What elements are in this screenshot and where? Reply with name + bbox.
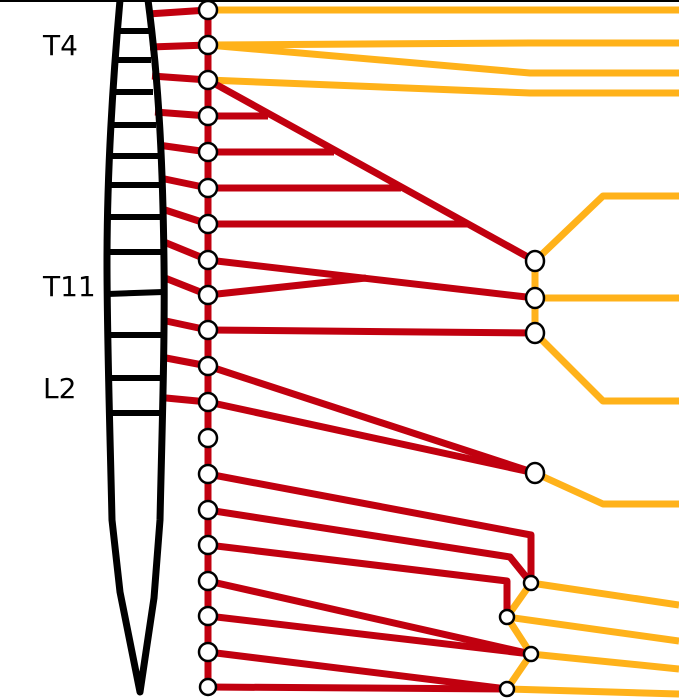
- chain-ganglion: [197, 105, 219, 127]
- pre-fiber: [207, 274, 367, 299]
- pelvic-ganglion: [498, 608, 516, 626]
- pelvic-ganglion: [498, 680, 516, 698]
- chain-ganglion: [197, 141, 219, 163]
- chain-ganglion: [197, 69, 219, 91]
- post-fiber: [532, 192, 679, 264]
- chain-ganglion: [197, 249, 219, 271]
- postganglionic-fibers: [207, 6, 679, 698]
- pelvic-ganglion: [522, 645, 540, 663]
- collateral-ganglion: [524, 321, 546, 345]
- chain-ganglion: [197, 284, 219, 306]
- ganglia: [197, 0, 546, 698]
- pre-fiber: [207, 256, 536, 302]
- chain-ganglion: [197, 0, 219, 21]
- pre-fiber: [207, 326, 536, 337]
- collateral-ganglion: [524, 249, 546, 273]
- post-fiber: [207, 41, 679, 77]
- pre-fiber: [207, 470, 535, 583]
- post-fiber: [503, 580, 535, 691]
- label-l2: L2: [43, 372, 76, 405]
- collateral-ganglion: [524, 461, 546, 485]
- preganglionic-fibers: [147, 6, 537, 693]
- chain-ganglion: [197, 427, 219, 449]
- pre-fiber: [206, 76, 537, 265]
- pre-fiber: [207, 398, 536, 477]
- post-fiber: [530, 579, 679, 609]
- chain-ganglion: [197, 641, 219, 663]
- chain-ganglion: [197, 605, 219, 627]
- post-fiber: [533, 469, 679, 508]
- chain-ganglion: [197, 34, 219, 56]
- pre-fiber: [207, 506, 534, 586]
- pre-fiber: [206, 362, 537, 477]
- pre-fiber: [207, 648, 508, 693]
- spinal-cord-outline: [103, 0, 168, 696]
- chain-ganglion: [197, 355, 219, 377]
- pre-fiber: [207, 683, 508, 693]
- pre-fiber: [207, 577, 532, 658]
- pre-fiber: [207, 541, 511, 617]
- label-t11: T11: [42, 270, 96, 303]
- chain-ganglion: [198, 677, 218, 697]
- post-fiber: [530, 650, 679, 673]
- spinal-cord: [103, 0, 168, 696]
- chain-ganglion: [197, 177, 219, 199]
- chain-ganglion: [197, 570, 219, 592]
- chain-ganglion: [197, 499, 219, 521]
- chain-ganglion: [197, 391, 219, 413]
- post-fiber: [532, 330, 679, 405]
- collateral-ganglion: [524, 286, 546, 310]
- post-fiber: [207, 76, 679, 97]
- chain-ganglion: [197, 463, 219, 485]
- chain-ganglion: [197, 534, 219, 556]
- post-fiber: [506, 613, 679, 645]
- vertebra-lines: [107, 28, 164, 416]
- chain-ganglion: [197, 319, 219, 341]
- pelvic-ganglion: [522, 574, 540, 592]
- chain-ganglion: [197, 213, 219, 235]
- pre-fiber: [207, 612, 532, 658]
- post-fiber: [506, 685, 679, 698]
- post-fiber: [207, 39, 679, 49]
- label-t4: T4: [42, 29, 78, 62]
